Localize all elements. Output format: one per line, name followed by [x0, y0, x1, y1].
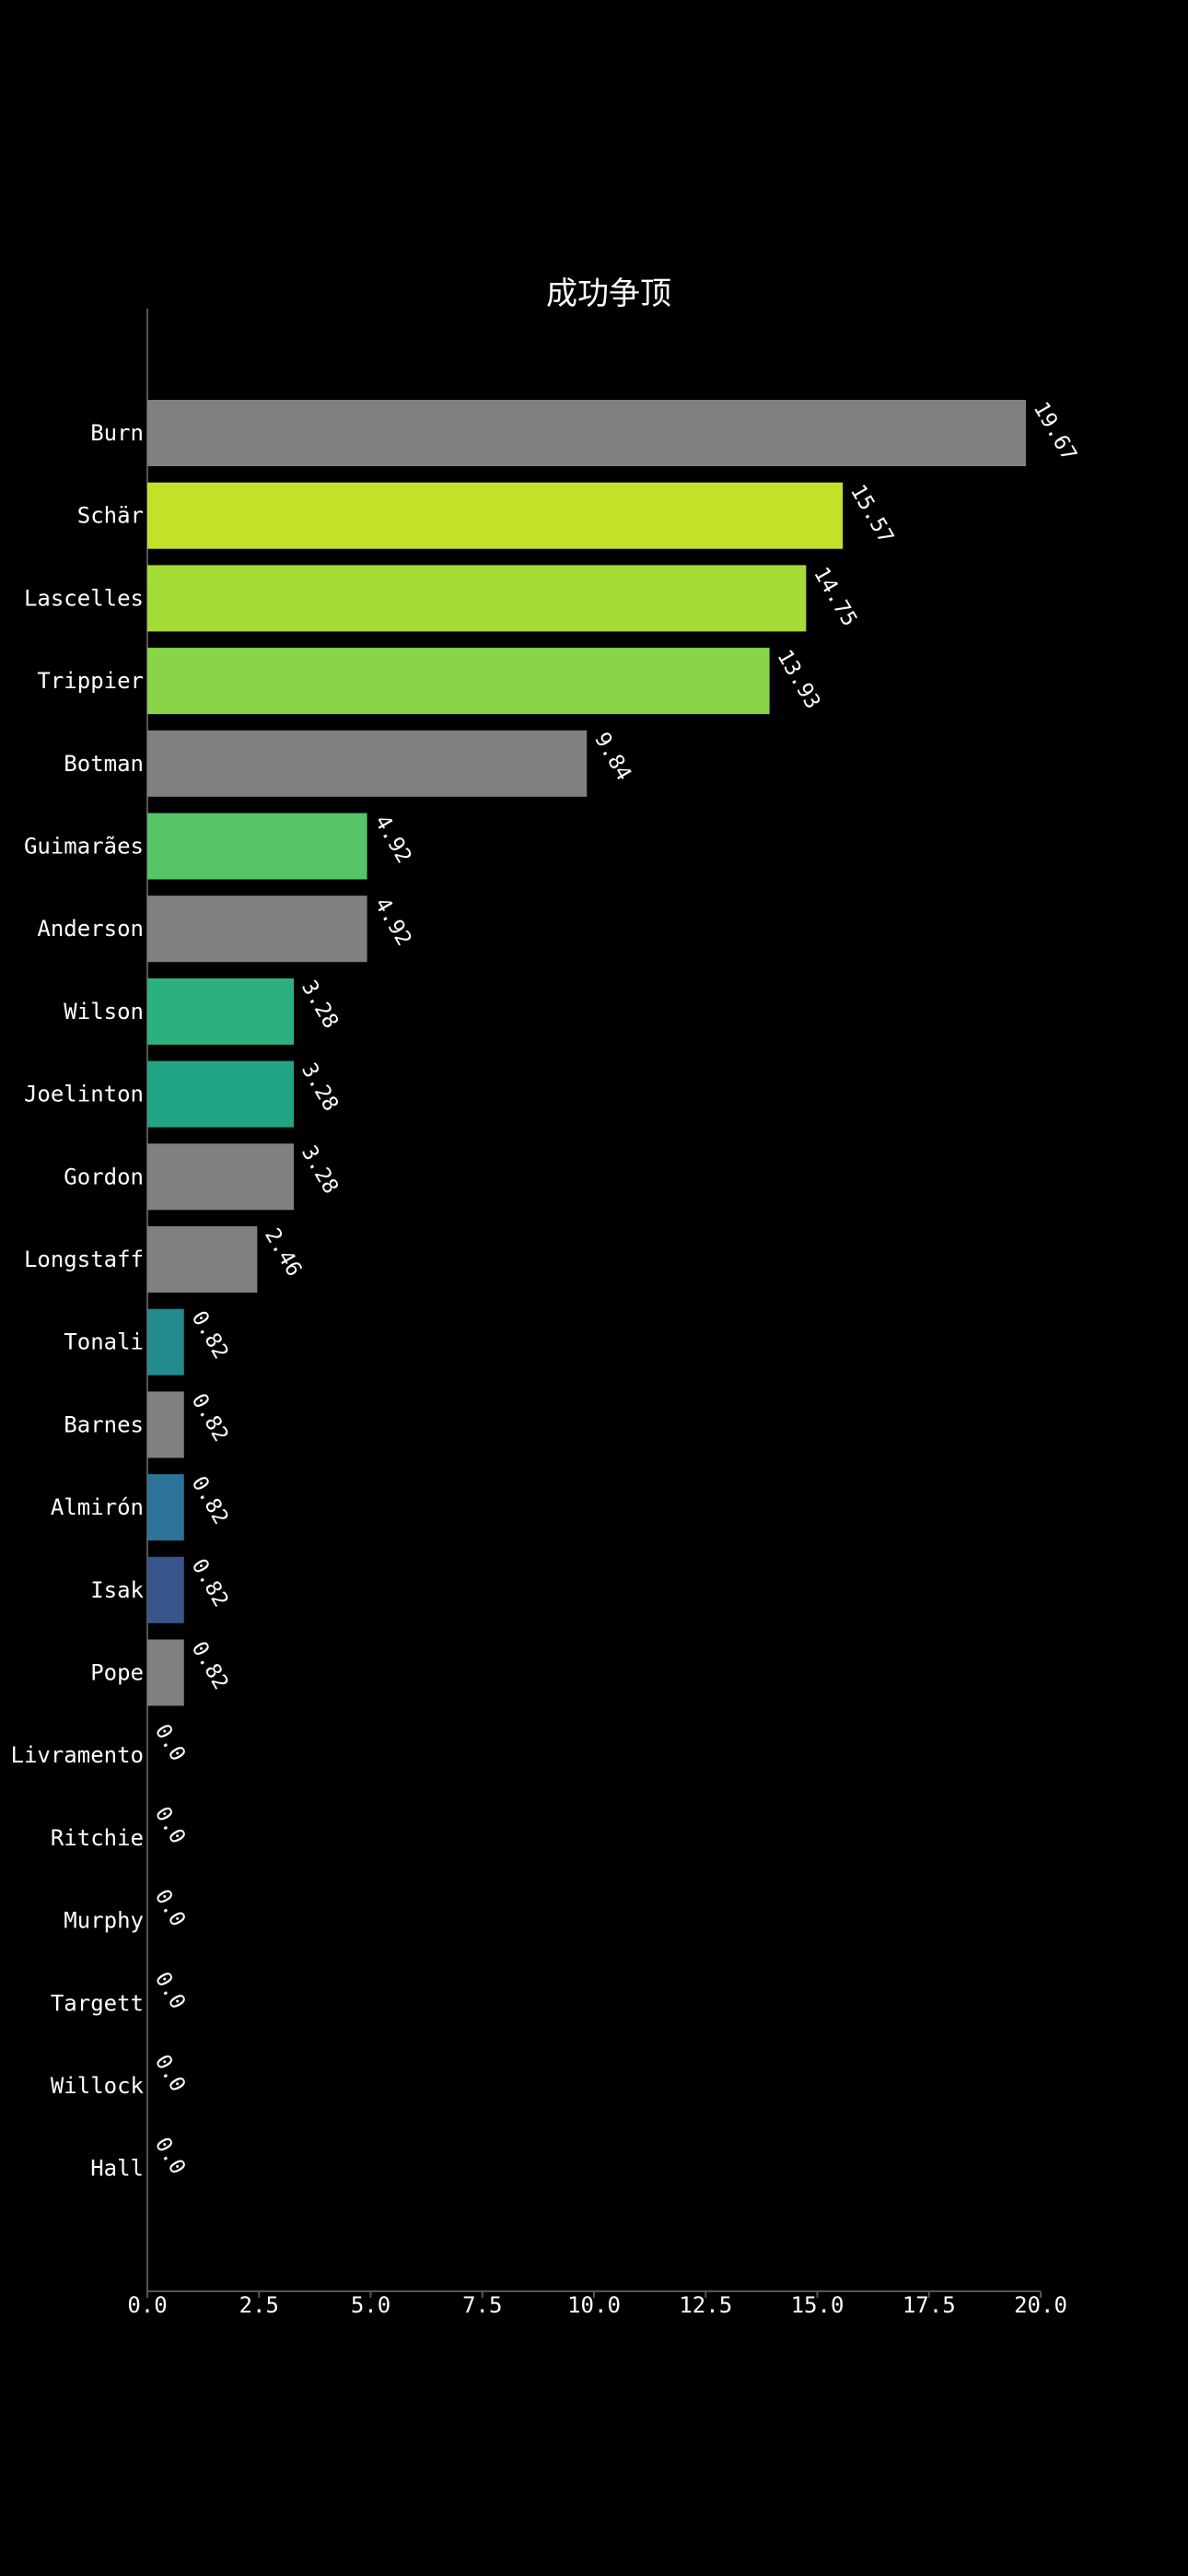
category-label: Wilson: [64, 999, 144, 1025]
category-label: Livramento: [11, 1742, 145, 1768]
x-tick-label: 0.0: [127, 2292, 167, 2318]
bar-botman: [147, 730, 588, 797]
x-ticks-group: 0.0 2.5 5.0 7.5 10.0 12.5 15.0 17.5 20.0: [127, 2291, 1067, 2318]
x-tick-label: 2.5: [239, 2292, 279, 2318]
category-label: Tonali: [64, 1329, 144, 1355]
bar-barnes: [147, 1391, 184, 1458]
category-labels-group: Burn Schär Lascelles Trippier Botman Guimarãe…: [11, 420, 145, 2182]
bar-burn: [147, 400, 1026, 466]
bar-almirón: [147, 1474, 184, 1541]
category-label: Ritchie: [51, 1825, 144, 1851]
category-label: Willock: [51, 2073, 145, 2099]
x-tick-label: 20.0: [1014, 2292, 1067, 2318]
category-label: Trippier: [37, 668, 144, 694]
category-label: Barnes: [64, 1411, 144, 1437]
category-label: Almirón: [51, 1494, 144, 1520]
category-label: Pope: [90, 1660, 144, 1686]
bars-group: [147, 400, 1026, 1706]
bar-guimarães: [147, 813, 367, 880]
category-label: Isak: [90, 1577, 144, 1603]
x-tick-label: 5.0: [351, 2292, 390, 2318]
bar-isak: [147, 1556, 184, 1623]
category-label: Guimarães: [24, 834, 144, 860]
bar-trippier: [147, 648, 770, 715]
bar-joelinton: [147, 1060, 295, 1128]
bar-anderson: [147, 896, 367, 963]
category-label: Gordon: [64, 1164, 144, 1189]
x-tick-label: 12.5: [679, 2292, 732, 2318]
category-label: Botman: [64, 751, 144, 777]
x-tick-label: 17.5: [903, 2292, 956, 2318]
x-tick-label: 10.0: [567, 2292, 621, 2318]
bar-gordon: [147, 1143, 295, 1211]
category-label: Anderson: [37, 916, 144, 942]
category-label: Joelinton: [24, 1082, 144, 1107]
x-tick-label: 15.0: [791, 2292, 844, 2318]
bar-lascelles: [147, 565, 807, 632]
category-label: Lascelles: [24, 585, 144, 611]
bar-longstaff: [147, 1226, 258, 1293]
bar-pope: [147, 1639, 184, 1706]
category-label: Longstaff: [24, 1247, 144, 1272]
category-label: Schär: [77, 503, 144, 529]
bar-schär: [147, 482, 844, 549]
x-tick-label: 7.5: [462, 2292, 502, 2318]
category-label: Hall: [90, 2156, 144, 2182]
category-label: Murphy: [64, 1908, 144, 1934]
category-label: Burn: [90, 420, 144, 446]
chart-title: 成功争顶: [546, 275, 671, 312]
bar-wilson: [147, 978, 295, 1045]
category-label: Targett: [51, 1990, 144, 2016]
bar-tonali: [147, 1308, 184, 1376]
